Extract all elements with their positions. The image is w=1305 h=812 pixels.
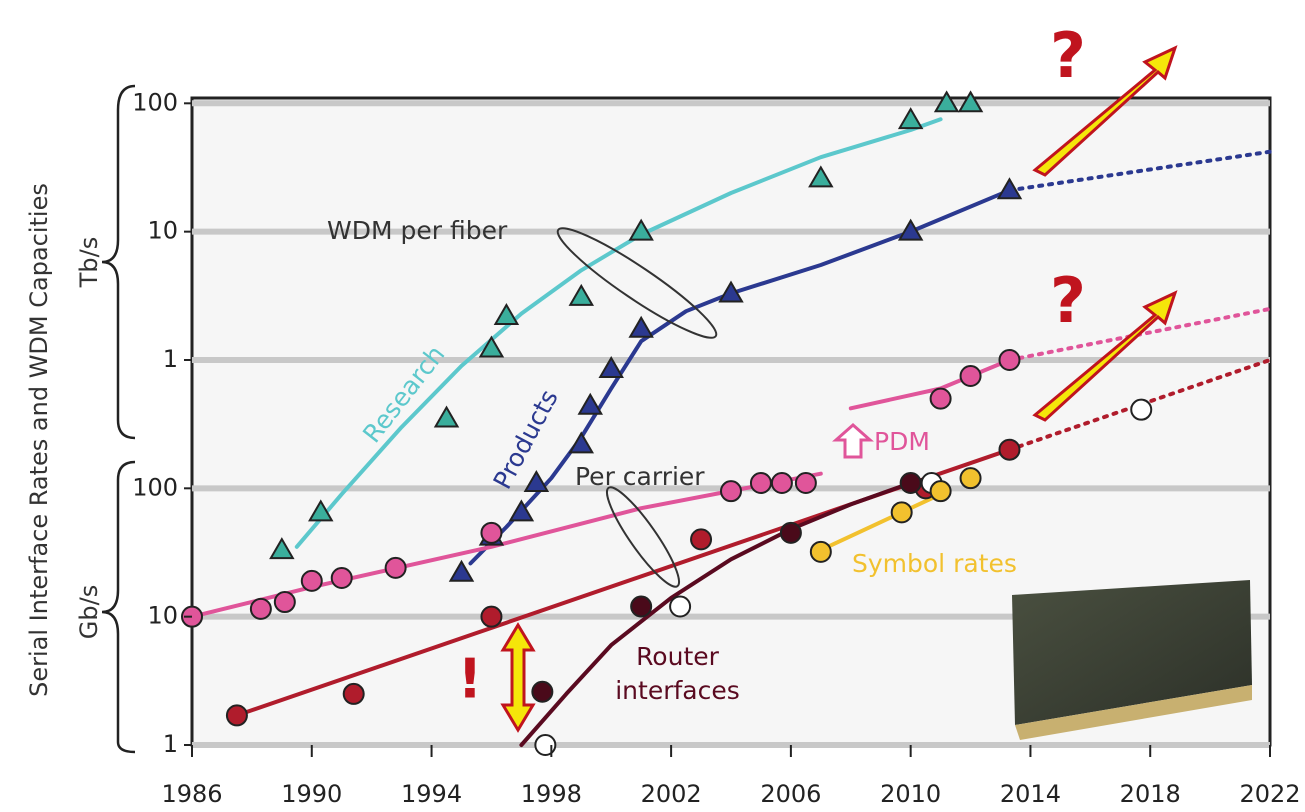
- marker: [577, 392, 603, 415]
- trend-line: [1007, 358, 1272, 452]
- y-tick-label: 1: [163, 730, 178, 758]
- annotation: !: [458, 648, 483, 711]
- chip-side: [1015, 685, 1252, 740]
- y-tick-label: 1: [163, 345, 178, 373]
- marker: [897, 107, 924, 130]
- arrow: [1032, 45, 1178, 177]
- ticks: 1 10 100 1 10 100 1986 1990 1994 1998 2002 2006 2010…: [132, 88, 1300, 808]
- brace: [101, 84, 136, 440]
- marker: [480, 521, 503, 544]
- double-arrow: [500, 622, 536, 733]
- marker: [342, 682, 365, 705]
- marker: [480, 605, 503, 628]
- marker: [478, 335, 505, 358]
- marker: [534, 734, 557, 756]
- fit-line: [468, 188, 1012, 566]
- x-tick-label: 2006: [760, 780, 821, 808]
- marker: [568, 283, 595, 306]
- x-tick-label: 2010: [880, 780, 941, 808]
- marker: [957, 90, 984, 113]
- marker: [669, 595, 692, 618]
- marker: [628, 218, 654, 241]
- marker: [996, 177, 1023, 200]
- marker: [929, 387, 952, 410]
- marker: [508, 499, 535, 522]
- y-unit: Tb/s: [75, 237, 103, 288]
- annotation: ?: [1050, 264, 1086, 337]
- marker: [568, 431, 595, 454]
- lines: [190, 117, 1272, 747]
- marker: [269, 537, 295, 560]
- fit-line: [294, 117, 943, 549]
- marker: [718, 280, 744, 303]
- x-tick-label: 2002: [641, 780, 702, 808]
- x-tick-label: 2014: [1000, 780, 1061, 808]
- marker: [630, 595, 653, 618]
- x-tick-label: 2022: [1239, 780, 1300, 808]
- series-label: Router interfaces: [615, 642, 740, 705]
- y-tick-label: 100: [132, 473, 178, 501]
- fit-line: [818, 492, 943, 553]
- marker: [330, 567, 353, 590]
- marker: [384, 556, 407, 579]
- pdm-arrow: [832, 422, 874, 459]
- marker: [720, 480, 742, 503]
- x-tick-label: 1986: [161, 780, 222, 808]
- x-tick-label: 1998: [521, 780, 582, 808]
- marker: [890, 501, 913, 524]
- marker: [523, 470, 550, 493]
- y-title: Serial Interface Rates and WDM Capacitie…: [25, 183, 53, 697]
- marker: [998, 348, 1021, 371]
- y-unit: Gb/s: [75, 585, 103, 639]
- series-label: Per carrier: [575, 462, 705, 491]
- annotation: ?: [1050, 19, 1086, 92]
- marker: [929, 480, 952, 503]
- marker: [899, 472, 922, 495]
- annotation: PDM: [874, 427, 930, 456]
- marker: [249, 597, 272, 620]
- marker: [959, 365, 982, 388]
- brace: [101, 460, 136, 754]
- marker: [959, 467, 982, 490]
- marker: [300, 569, 323, 592]
- marker: [749, 472, 772, 495]
- x-tick-label: 1994: [401, 780, 462, 808]
- marker: [770, 472, 793, 495]
- marker: [628, 315, 654, 338]
- marker: [998, 438, 1021, 461]
- trend-line: [1007, 149, 1272, 193]
- marker: [493, 303, 520, 326]
- markers: [181, 90, 1153, 756]
- marker: [690, 528, 713, 551]
- marker: [808, 165, 834, 188]
- x-tick-label: 2018: [1120, 780, 1181, 808]
- marker: [809, 540, 832, 563]
- marker: [779, 521, 802, 544]
- y-tick-label: 100: [132, 88, 178, 116]
- marker: [433, 405, 460, 428]
- marker: [448, 559, 475, 582]
- arrow: [1032, 290, 1178, 422]
- series-label: Symbol rates: [852, 549, 1017, 578]
- y-tick-label: 10: [147, 217, 178, 245]
- marker: [308, 499, 334, 522]
- wdm-ellipse: [556, 227, 718, 339]
- annotation: WDM per fiber: [327, 216, 508, 245]
- y-tick-label: 10: [147, 602, 178, 630]
- fit-line: [519, 481, 913, 747]
- marker: [933, 90, 960, 113]
- x-tick-label: 1990: [281, 780, 342, 808]
- chip-top: [1012, 580, 1252, 725]
- marker: [225, 704, 248, 727]
- marker: [1130, 398, 1153, 421]
- marker: [794, 472, 817, 495]
- marker: [531, 680, 554, 703]
- carrier-ellipse: [605, 486, 681, 588]
- marker: [897, 218, 924, 241]
- marker: [598, 356, 624, 379]
- marker: [273, 591, 296, 614]
